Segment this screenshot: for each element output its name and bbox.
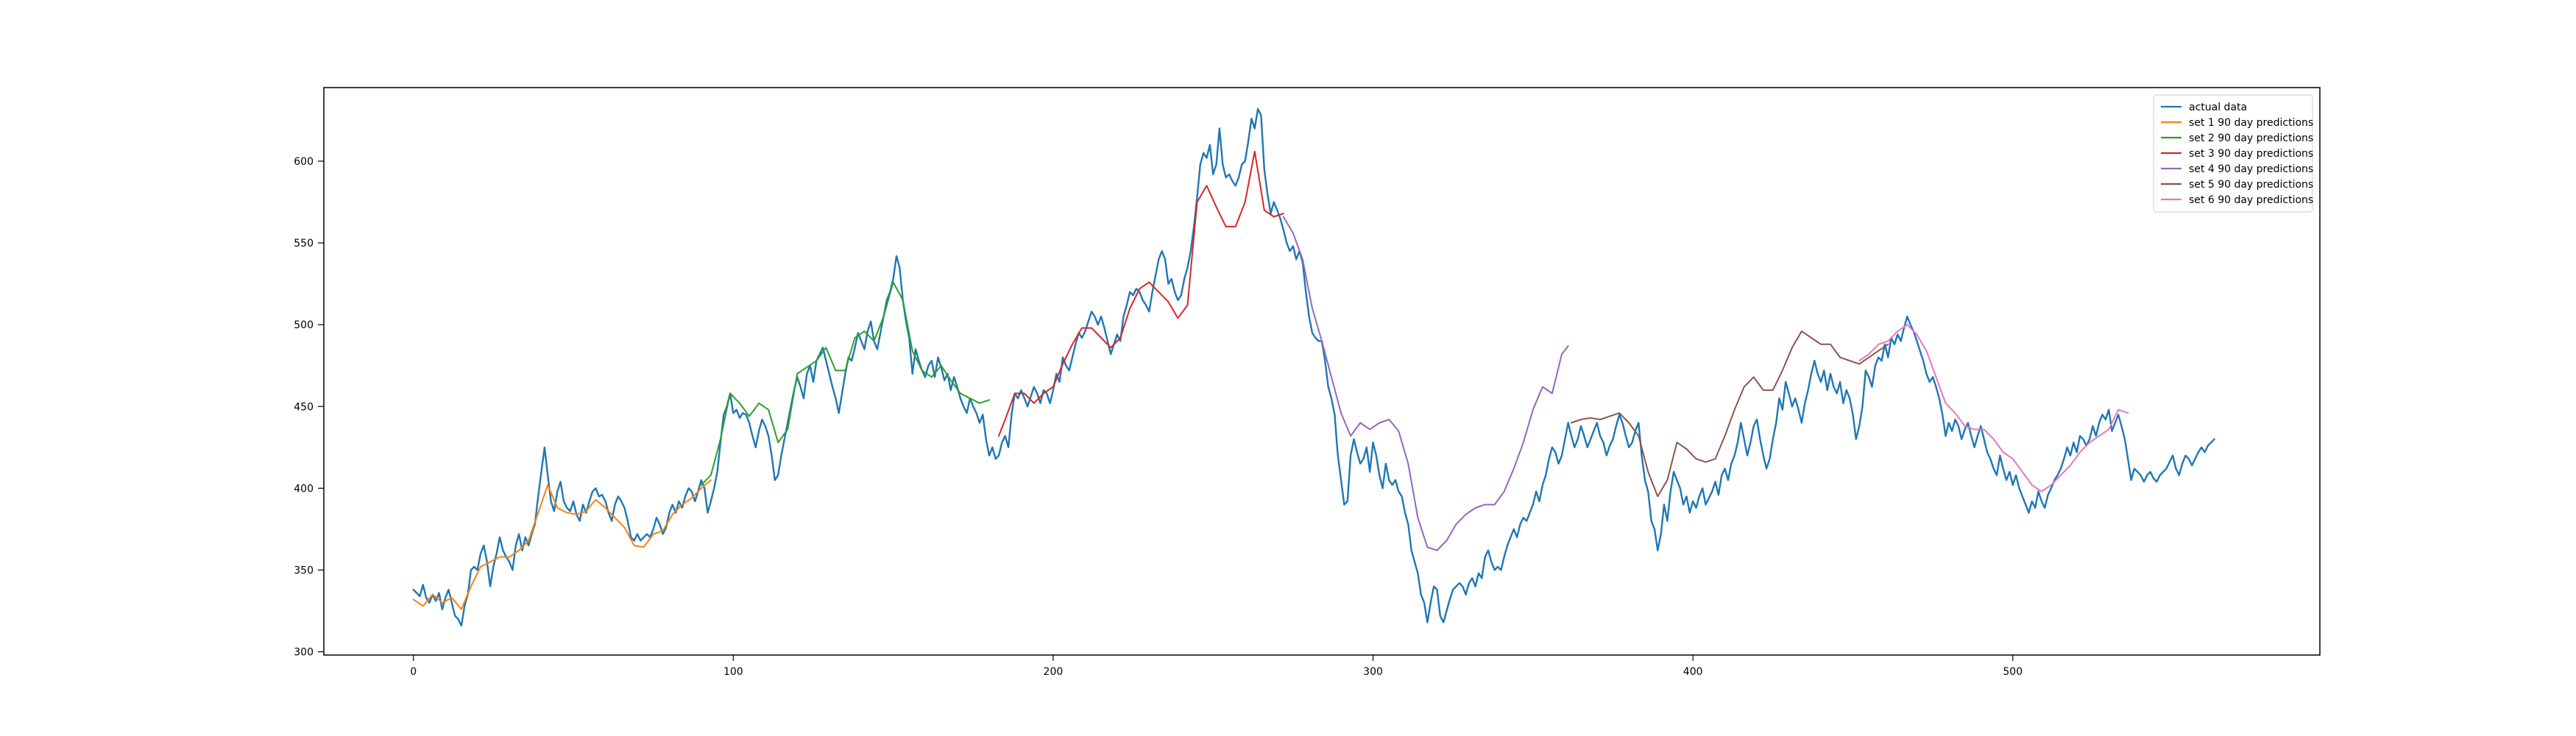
legend-label: actual data <box>2189 102 2247 113</box>
x-tick-label: 300 <box>1363 666 1383 678</box>
legend-label: set 6 90 day predictions <box>2189 194 2313 206</box>
series-line-2 <box>412 479 712 610</box>
series-layer <box>412 107 2215 627</box>
x-tick-label: 0 <box>410 666 417 678</box>
legend-box <box>2153 94 2313 213</box>
series-line-7 <box>1858 324 2129 492</box>
y-tick-label: 550 <box>294 238 314 250</box>
series-line-1 <box>412 107 2215 627</box>
x-tick-label: 500 <box>2003 666 2023 678</box>
legend-label: set 2 90 day predictions <box>2189 132 2313 144</box>
y-tick-label: 600 <box>294 156 314 168</box>
x-tick-label: 200 <box>1044 666 1064 678</box>
x-tick-label: 100 <box>723 666 743 678</box>
legend-label: set 4 90 day predictions <box>2189 163 2313 175</box>
legend-label: set 5 90 day predictions <box>2189 179 2313 191</box>
series-line-3 <box>700 281 990 486</box>
y-tick-label: 500 <box>294 319 314 331</box>
legend-label: set 1 90 day predictions <box>2189 117 2313 129</box>
series-line-5 <box>1282 216 1569 551</box>
legend: actual data set 1 90 day predictions set 2… <box>2153 94 2313 213</box>
series-line-4 <box>998 150 1284 437</box>
y-tick-label: 400 <box>294 483 314 495</box>
plot-frame <box>323 87 2321 656</box>
legend-label: set 3 90 day predictions <box>2189 148 2313 160</box>
x-tick-label: 400 <box>1683 666 1703 678</box>
y-tick-label: 350 <box>294 565 314 576</box>
series-line-6 <box>1571 330 1889 498</box>
y-tick-label: 450 <box>294 401 314 413</box>
y-tick-label: 300 <box>294 647 314 659</box>
axis-layer: 0 100 200 300 400 500 300 350 400 450 500 550 600 <box>294 156 2023 678</box>
plot-background <box>324 88 2320 655</box>
